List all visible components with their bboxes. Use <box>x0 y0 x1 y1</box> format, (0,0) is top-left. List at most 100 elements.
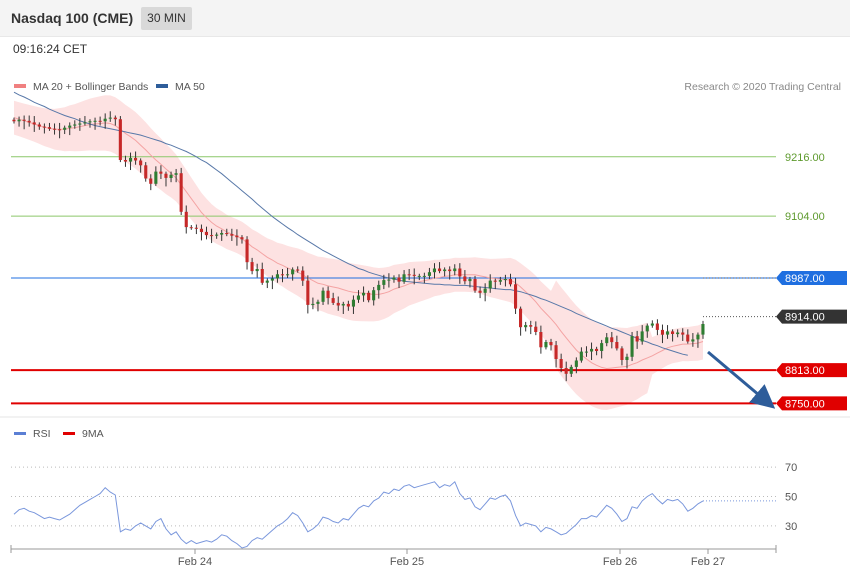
candle <box>534 321 538 336</box>
candle <box>189 225 193 230</box>
candle <box>524 321 528 332</box>
candle <box>240 235 244 244</box>
candle <box>473 275 477 293</box>
candle <box>372 286 376 306</box>
candle <box>544 339 548 350</box>
candle <box>275 270 279 283</box>
candle <box>529 320 533 335</box>
candle <box>336 296 340 311</box>
candle <box>215 232 219 239</box>
ma20-legend-swatch <box>14 84 26 88</box>
candle <box>549 338 553 351</box>
candle <box>438 262 442 274</box>
candle <box>204 226 208 240</box>
candle <box>169 171 173 183</box>
candle <box>179 167 183 216</box>
candle <box>93 117 97 130</box>
x-tick-label: Feb 26 <box>603 556 637 568</box>
candle <box>645 323 649 338</box>
rsi-level-label: 30 <box>785 521 797 533</box>
candle <box>291 267 295 281</box>
candle <box>443 267 447 277</box>
rsi-line <box>13 480 704 549</box>
candle <box>539 325 543 354</box>
candle <box>498 276 502 285</box>
candle <box>590 342 594 361</box>
candle <box>382 274 386 290</box>
candle <box>134 151 138 165</box>
candle <box>448 266 452 280</box>
candle <box>600 339 604 359</box>
candle <box>260 262 264 285</box>
candle <box>478 286 482 299</box>
candle <box>417 273 421 281</box>
candle <box>584 346 588 357</box>
candle <box>610 331 614 349</box>
ma9-legend-swatch <box>63 432 75 435</box>
candle <box>154 166 158 186</box>
ma50-legend-swatch <box>156 84 168 88</box>
candle <box>422 272 426 284</box>
candle <box>306 275 310 314</box>
level-tag-support: 8813.00 <box>776 363 847 378</box>
candle <box>640 325 644 345</box>
candle <box>194 224 198 235</box>
candle <box>691 333 695 347</box>
x-axis: Feb 24 Feb 25 Feb 26 Feb 27 <box>10 545 777 568</box>
candle <box>149 174 153 191</box>
level-label-resistance: 9104.00 <box>785 211 825 223</box>
x-tick-label: Feb 25 <box>390 556 424 568</box>
candle <box>17 116 21 127</box>
level-tag-last: 8914.00 <box>776 309 847 324</box>
timeframe-button[interactable]: 30 MIN <box>141 7 192 30</box>
level-tag-support: 8750.00 <box>776 396 847 411</box>
candle <box>83 116 87 126</box>
candle <box>625 353 629 369</box>
candle <box>88 119 92 128</box>
x-tick-label: Feb 27 <box>691 556 725 568</box>
candle <box>387 273 391 288</box>
candle <box>362 286 366 302</box>
candle <box>235 229 239 246</box>
candle <box>483 283 487 302</box>
candle <box>27 115 31 127</box>
candle <box>230 228 234 241</box>
candle <box>493 278 497 290</box>
copyright-text: Research © 2020 Trading Central <box>684 81 841 93</box>
chart-header: Nasdaq 100 (CME) 30 MIN <box>0 0 850 37</box>
candle <box>78 118 82 131</box>
candle <box>118 116 122 163</box>
candle <box>676 329 680 338</box>
candle <box>564 361 568 382</box>
candle <box>666 325 670 339</box>
candle <box>245 236 249 270</box>
candle <box>503 274 507 287</box>
candle <box>103 113 107 129</box>
candle <box>392 275 396 283</box>
candle <box>280 268 284 283</box>
candle <box>356 290 360 303</box>
candle <box>53 123 57 135</box>
candle <box>37 122 41 130</box>
candle <box>123 155 127 167</box>
level-label: 8914.00 <box>785 312 825 324</box>
candle <box>620 346 624 366</box>
candle <box>164 171 168 187</box>
candle <box>316 299 320 312</box>
instrument-title: Nasdaq 100 (CME) <box>11 10 134 26</box>
candle <box>301 266 305 286</box>
rsi-legend-swatch <box>14 432 26 435</box>
candle <box>468 276 472 288</box>
candle <box>579 347 583 363</box>
candle <box>514 277 518 314</box>
candle <box>210 228 214 244</box>
price-panel: 9216.00 9104.00 8987.00 8914.00 8813.00 8750.… <box>11 91 847 411</box>
candle <box>407 268 411 281</box>
candle <box>174 168 178 183</box>
candle <box>63 125 67 135</box>
candle <box>630 331 634 362</box>
candle <box>463 270 467 285</box>
candle <box>519 306 523 336</box>
candle <box>47 122 51 131</box>
